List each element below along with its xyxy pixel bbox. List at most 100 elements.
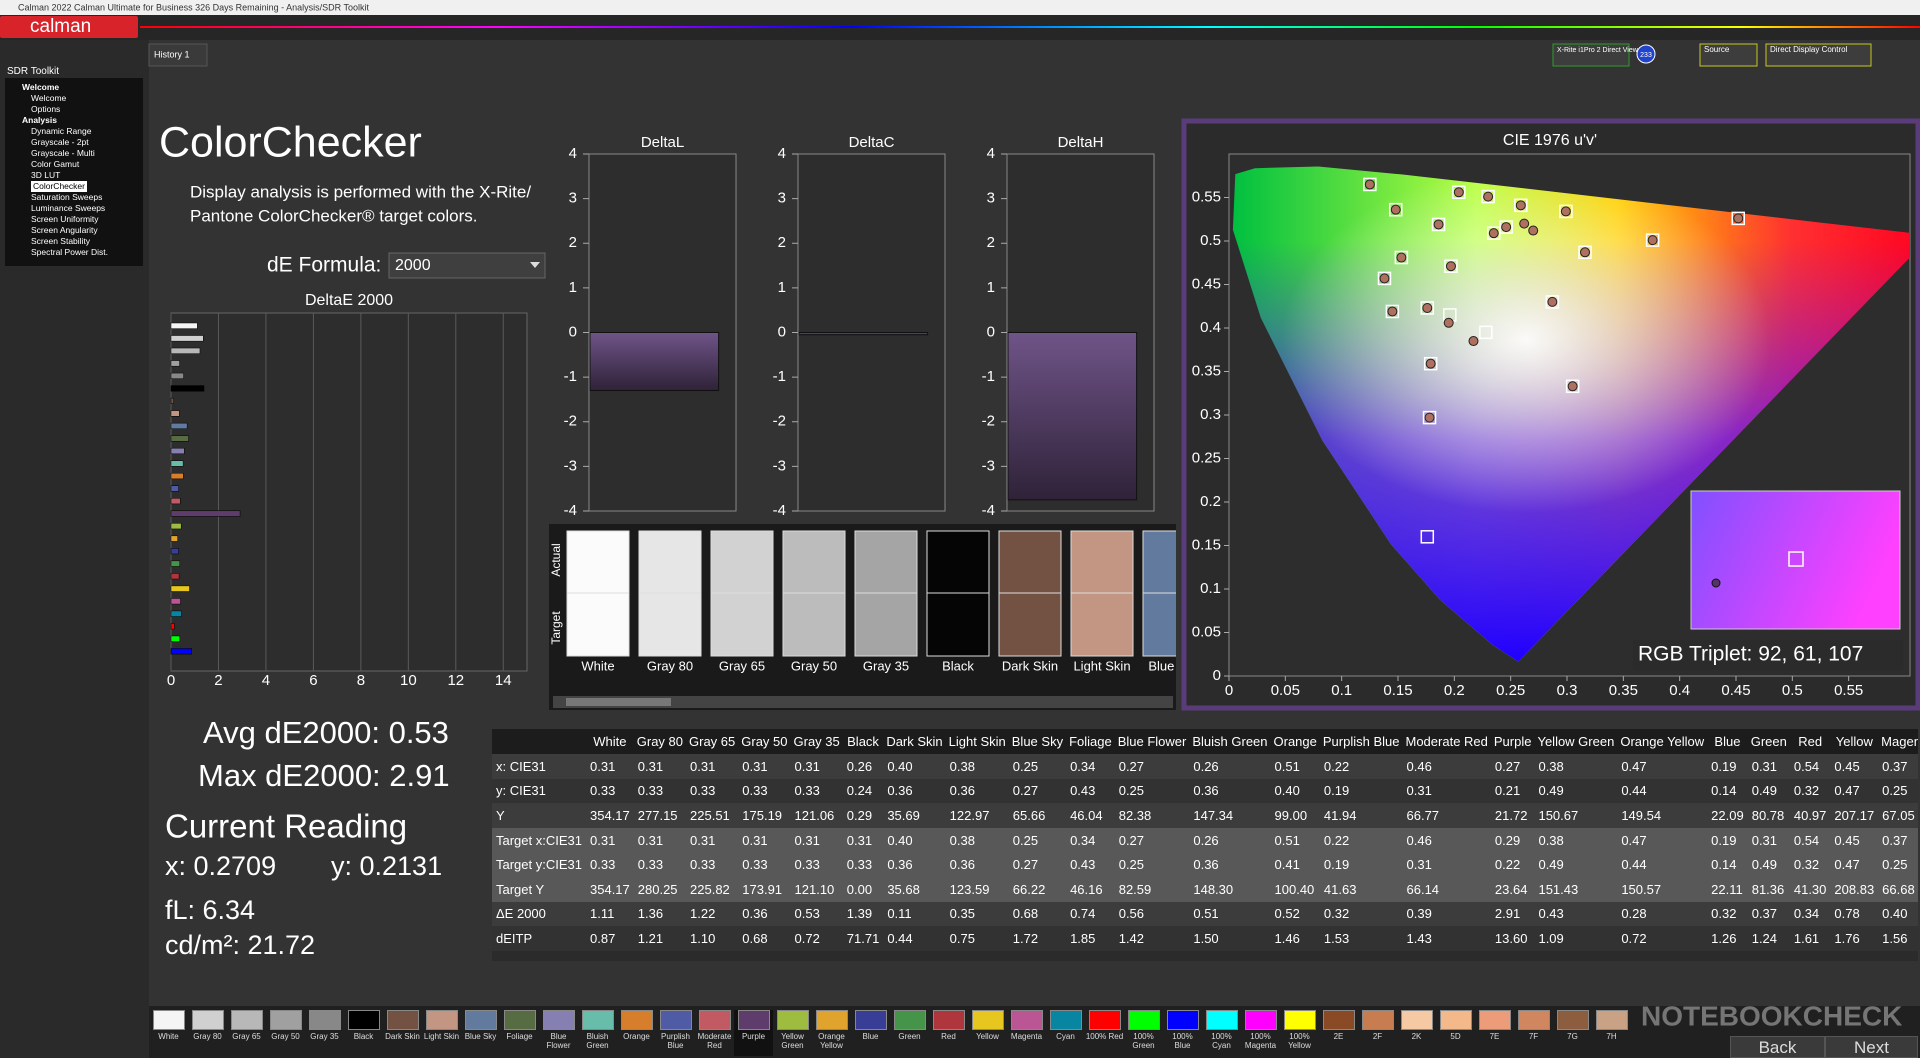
window-title: Calman 2022 Calman Ultimate for Business… (18, 2, 369, 12)
deltae-bar (170, 397, 174, 404)
palette-item[interactable]: 2K (1397, 1010, 1436, 1056)
table-cell: 1.43 (1402, 926, 1491, 951)
y-tick-label: -1 (564, 368, 577, 385)
table-row: x: CIE31 0.31 0.31 0.31 0.31 0.31 0.26 0.40 0.38… (492, 754, 1918, 779)
swatch-scroll-thumb[interactable] (566, 698, 671, 706)
palette-item[interactable]: Blue Sky (461, 1010, 500, 1056)
palette-item[interactable]: Purplish Blue (656, 1010, 695, 1056)
table-cell: 0.49 (1534, 852, 1618, 877)
palette-item[interactable]: 100% Red (1085, 1010, 1124, 1056)
history-tab[interactable] (148, 43, 208, 67)
sidebar-item[interactable]: ColorChecker (31, 181, 87, 192)
table-cell: 0.26 (1189, 754, 1271, 779)
title-bar (0, 0, 1920, 15)
spectral-locus (1232, 166, 1910, 662)
source-label: Source (1704, 45, 1730, 54)
column-header: Red (1789, 729, 1831, 754)
target-point (1452, 185, 1466, 200)
column-header: Purplish Blue (1319, 729, 1403, 754)
sidebar-item[interactable]: Screen Uniformity (31, 214, 99, 224)
sidebar-item[interactable]: Screen Stability (31, 236, 91, 246)
target-point (1479, 325, 1493, 340)
column-header: Black (842, 729, 884, 754)
source-select[interactable] (1699, 43, 1758, 67)
x-tick-label: 6 (309, 672, 317, 689)
actual-point (1647, 235, 1658, 246)
palette-item[interactable]: Black (344, 1010, 383, 1056)
palette-item[interactable]: 2E (1319, 1010, 1358, 1056)
sidebar-item[interactable]: Spectral Power Dist. (31, 247, 108, 257)
de-formula-select[interactable] (388, 252, 546, 279)
display-select[interactable] (1765, 43, 1872, 67)
palette-item[interactable]: Gray 35 (305, 1010, 344, 1056)
deltae-title: DeltaE 2000 (305, 292, 393, 309)
table-cell: 0.40 (883, 754, 946, 779)
sidebar-item[interactable]: Welcome (31, 93, 67, 103)
sidebar-item[interactable]: Color Gamut (31, 159, 80, 169)
sidebar-item[interactable]: Saturation Sweeps (31, 192, 103, 202)
palette-item[interactable]: Blue Flower (539, 1010, 578, 1056)
palette-item[interactable]: 7G (1553, 1010, 1592, 1056)
palette-item[interactable]: Light Skin (422, 1010, 461, 1056)
table-cell: 0.33 (586, 778, 634, 804)
palette-swatch (776, 1010, 809, 1030)
palette-item[interactable]: 100% Blue (1163, 1010, 1202, 1056)
palette-item[interactable]: Green (890, 1010, 929, 1056)
palette-item[interactable]: Yellow (968, 1010, 1007, 1056)
table-cell: 0.31 (790, 754, 843, 779)
palette-item[interactable]: 100% Yellow (1280, 1010, 1319, 1056)
palette-item[interactable]: Orange (617, 1010, 656, 1056)
sidebar-item[interactable]: Options (31, 104, 61, 114)
y-tick-label: 3 (569, 190, 577, 207)
palette-item[interactable]: Yellow Green (773, 1010, 812, 1056)
sidebar-item[interactable]: Screen Angularity (31, 225, 98, 235)
sidebar-item[interactable]: Grayscale - Multi (31, 148, 95, 158)
palette-item[interactable]: Magenta (1007, 1010, 1046, 1056)
palette-item[interactable]: 2F (1358, 1010, 1397, 1056)
table-cell: 0.78 (1830, 901, 1879, 927)
y-tick-label: -4 (564, 502, 577, 519)
table-cell: 40.97 (1789, 803, 1831, 828)
palette-item[interactable]: Orange Yellow (812, 1010, 851, 1056)
palette-item[interactable]: 100% Magenta (1241, 1010, 1280, 1056)
next-button[interactable]: Next (1825, 1036, 1918, 1058)
palette-item[interactable]: Gray 80 (188, 1010, 227, 1056)
palette-item[interactable]: Blue (851, 1010, 890, 1056)
palette-item[interactable]: Red (929, 1010, 968, 1056)
palette-swatch (815, 1010, 848, 1030)
swatch-scrollbar[interactable] (553, 696, 1173, 708)
y-tick-label: 0.05 (1192, 623, 1221, 640)
palette-item[interactable]: White (149, 1010, 188, 1056)
sidebar-row: Luminance Sweeps (5, 203, 143, 214)
cie-title: CIE 1976 u'v' (1503, 132, 1597, 149)
y-tick-label: 0 (1213, 667, 1221, 684)
palette-label: Dark Skin (385, 1032, 420, 1041)
palette-item[interactable]: Foliage (500, 1010, 539, 1056)
palette-item[interactable]: Purple (734, 1010, 773, 1056)
palette-item[interactable]: 100% Green (1124, 1010, 1163, 1056)
meter-select[interactable] (1552, 43, 1630, 67)
palette-item[interactable]: 7F (1514, 1010, 1553, 1056)
palette-item[interactable]: Gray 50 (266, 1010, 305, 1056)
sidebar-item[interactable]: Grayscale - 2pt (31, 137, 89, 147)
palette-swatch (1595, 1010, 1628, 1030)
palette-item[interactable]: 100% Cyan (1202, 1010, 1241, 1056)
palette-item[interactable]: 7E (1475, 1010, 1514, 1056)
palette-item[interactable]: Gray 65 (227, 1010, 266, 1056)
sidebar-item[interactable]: Dynamic Range (31, 126, 92, 136)
table-cell: 0.31 (633, 827, 687, 853)
sidebar-item[interactable]: 3D LUT (31, 170, 61, 180)
palette-item[interactable]: Bluish Green (578, 1010, 617, 1056)
palette-item[interactable]: Cyan (1046, 1010, 1085, 1056)
palette-label: 100% Yellow (1288, 1032, 1311, 1050)
palette-item[interactable]: 7H (1592, 1010, 1631, 1056)
sidebar-row: Grayscale - 2pt (5, 137, 143, 148)
back-button[interactable]: Back (1730, 1036, 1825, 1058)
palette-item[interactable]: Dark Skin (383, 1010, 422, 1056)
logo-button[interactable] (0, 16, 138, 38)
table-cell: 0.25 (1114, 778, 1190, 804)
palette-item[interactable]: Moderate Red (695, 1010, 734, 1056)
palette-item[interactable]: 5D (1436, 1010, 1475, 1056)
sidebar-item[interactable]: Luminance Sweeps (31, 203, 106, 213)
